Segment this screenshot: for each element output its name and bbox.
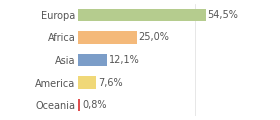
Text: 25,0%: 25,0%: [139, 33, 169, 42]
Bar: [78, 54, 107, 66]
Bar: [78, 31, 137, 44]
Text: 7,6%: 7,6%: [98, 78, 123, 87]
Text: 12,1%: 12,1%: [109, 55, 139, 65]
Bar: [78, 99, 80, 111]
Bar: [78, 76, 96, 89]
Text: 54,5%: 54,5%: [207, 10, 238, 20]
Text: 0,8%: 0,8%: [82, 100, 107, 110]
Bar: [78, 9, 206, 21]
